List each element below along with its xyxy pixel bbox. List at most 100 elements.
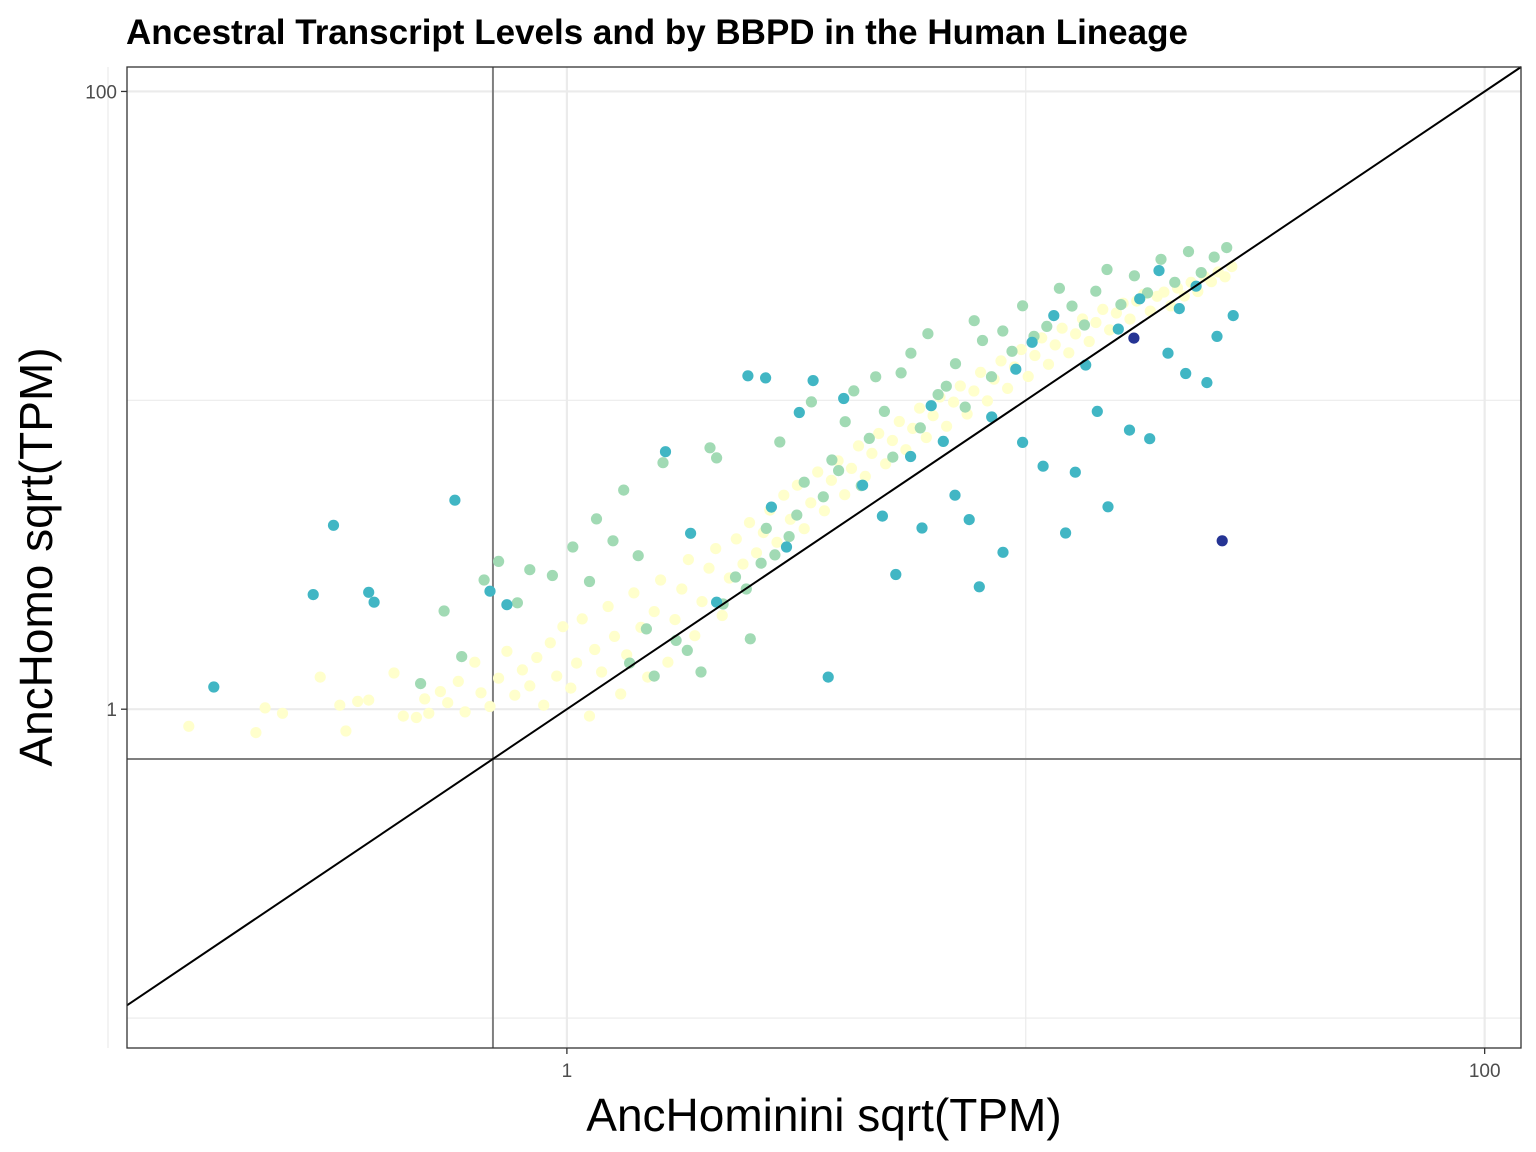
data-point (887, 451, 899, 463)
data-point (524, 564, 536, 576)
data-point (791, 509, 803, 521)
data-point (880, 458, 892, 470)
data-point (565, 682, 577, 694)
data-point (1017, 300, 1029, 312)
data-point (798, 476, 810, 488)
data-point (949, 489, 961, 501)
data-point (737, 558, 749, 570)
data-point (765, 501, 778, 513)
data-point (685, 527, 697, 539)
data-point (276, 707, 289, 719)
data-point (628, 587, 640, 599)
data-point (1017, 436, 1029, 448)
data-point (1022, 370, 1034, 383)
data-point (710, 543, 722, 555)
data-point (973, 581, 985, 593)
data-point (1029, 349, 1041, 362)
data-point (1002, 382, 1014, 394)
data-point (1102, 501, 1114, 513)
data-point (976, 334, 989, 347)
data-point (546, 569, 559, 582)
data-point (1169, 276, 1181, 288)
data-point (876, 510, 889, 522)
data-point (914, 422, 926, 434)
x-tick-label: 1 (562, 1061, 573, 1082)
data-point (449, 494, 461, 506)
data-point (925, 400, 937, 412)
data-point (334, 699, 346, 711)
data-point (744, 633, 756, 645)
data-point (438, 605, 450, 617)
data-point (1178, 290, 1190, 302)
data-point (516, 664, 529, 676)
data-point (729, 571, 742, 583)
data-point (589, 643, 601, 656)
data-point (750, 547, 763, 559)
data-point (963, 514, 975, 526)
data-point (1112, 323, 1124, 335)
data-point (615, 688, 627, 700)
data-point (1015, 343, 1027, 356)
data-point (501, 599, 513, 611)
data-point (314, 671, 326, 683)
data-point (774, 436, 786, 448)
data-point (805, 396, 818, 408)
data-point (509, 689, 521, 701)
data-point (941, 420, 953, 432)
data-point (1006, 345, 1018, 357)
data-point (1083, 335, 1095, 348)
data-point (997, 325, 1009, 337)
data-point (618, 484, 630, 496)
data-point (655, 574, 667, 586)
data-point (1221, 242, 1233, 254)
data-point (1141, 287, 1154, 299)
data-point (1115, 299, 1127, 311)
data-point (1182, 246, 1195, 258)
data-point (838, 392, 850, 405)
data-point (1155, 253, 1167, 265)
data-point (557, 621, 569, 633)
data-point (576, 613, 588, 625)
data-point (1211, 330, 1223, 342)
data-point (812, 466, 824, 478)
data-point (711, 596, 723, 608)
data-point (442, 697, 454, 709)
data-point (307, 589, 319, 601)
panel-border (126, 66, 1522, 1049)
data-point (1158, 286, 1170, 298)
data-point (1060, 527, 1072, 539)
data-point (769, 549, 781, 561)
data-point (878, 405, 891, 417)
data-point (1070, 328, 1082, 340)
data-point (475, 687, 487, 699)
data-point (932, 389, 944, 401)
data-point (608, 630, 621, 643)
data-point (793, 406, 805, 419)
data-point (771, 536, 783, 548)
data-point (937, 435, 949, 447)
data-point (798, 523, 810, 535)
data-point (895, 367, 907, 379)
x-tick-label: 100 (1469, 1061, 1501, 1082)
data-point (1144, 433, 1156, 445)
data-point (704, 442, 716, 454)
data-point (250, 727, 262, 739)
data-point (459, 706, 471, 718)
data-point (1201, 377, 1213, 389)
data-point (696, 596, 708, 608)
data-point (826, 454, 838, 466)
y-tick-label: 1 (106, 700, 117, 721)
data-point (905, 450, 917, 463)
data-point (916, 522, 928, 534)
data-point (538, 699, 550, 711)
series-2 (415, 242, 1233, 690)
series-1 (183, 261, 1238, 739)
data-point (1104, 324, 1116, 336)
data-point (1165, 300, 1177, 312)
data-point (1037, 460, 1049, 472)
data-point (363, 586, 375, 598)
data-point (511, 597, 523, 609)
data-point (711, 452, 723, 464)
data-point (949, 358, 962, 370)
